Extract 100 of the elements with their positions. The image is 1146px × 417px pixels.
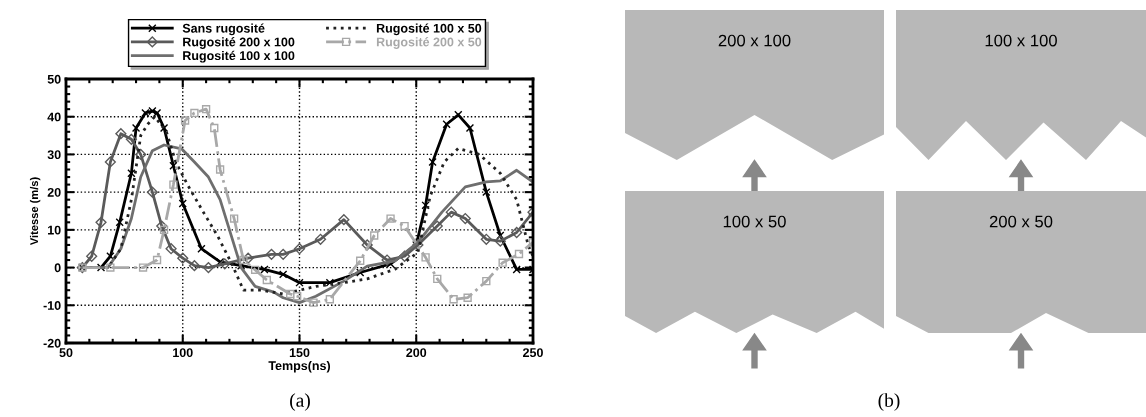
point xyxy=(278,270,288,279)
point xyxy=(314,233,327,245)
point xyxy=(219,258,231,270)
y-tick-label: 20 xyxy=(47,187,61,197)
point xyxy=(86,250,98,262)
point xyxy=(202,261,215,274)
point xyxy=(512,265,521,274)
point xyxy=(115,218,124,227)
point xyxy=(156,220,168,232)
point xyxy=(514,249,524,259)
point xyxy=(459,212,471,225)
y-tick-label: 30 xyxy=(47,150,61,160)
point xyxy=(361,239,373,251)
point xyxy=(386,214,395,223)
point xyxy=(135,148,147,161)
point xyxy=(356,256,365,265)
point xyxy=(428,157,437,167)
point xyxy=(398,250,411,262)
point xyxy=(445,206,457,218)
legend-label: Rugosité 200 x 50 xyxy=(376,37,482,49)
legend-label: Rugosité 100 x 50 xyxy=(376,23,482,36)
point xyxy=(433,274,442,284)
y-tick-label: 0 xyxy=(54,263,61,273)
point xyxy=(138,263,148,272)
text: 200 x 50 xyxy=(989,215,1053,228)
x-tick-label: 250 xyxy=(523,348,543,358)
text: (a) xyxy=(290,393,310,411)
text: (b) xyxy=(878,393,900,411)
point xyxy=(210,123,219,133)
point xyxy=(146,186,158,198)
point xyxy=(106,263,115,272)
point xyxy=(463,293,472,302)
point xyxy=(169,161,178,170)
point xyxy=(465,123,475,133)
point xyxy=(152,255,162,265)
legend-label: Sans rugosité xyxy=(182,23,265,36)
point xyxy=(239,255,248,265)
point xyxy=(96,263,106,272)
x-tick-label: 200 xyxy=(406,348,427,358)
point xyxy=(159,123,169,133)
point xyxy=(159,225,169,235)
y-tick-label: 10 xyxy=(48,225,61,235)
point xyxy=(421,253,430,262)
point xyxy=(165,243,177,255)
point xyxy=(293,243,306,255)
legend-label: Rugosité 200 x 100 xyxy=(183,37,295,49)
point xyxy=(494,235,506,247)
x-tick-label: 100 xyxy=(173,348,193,358)
point xyxy=(277,248,289,260)
point xyxy=(229,214,239,223)
point xyxy=(169,180,178,189)
x-tick-label: 150 xyxy=(289,348,310,358)
text: 100 x 100 xyxy=(985,34,1057,47)
point xyxy=(356,268,365,277)
point xyxy=(370,231,379,240)
point xyxy=(454,110,463,119)
point xyxy=(177,252,189,264)
point xyxy=(482,187,491,197)
point xyxy=(260,265,269,274)
point xyxy=(295,278,304,287)
point xyxy=(250,265,260,275)
point xyxy=(127,169,136,178)
point xyxy=(131,123,141,133)
point xyxy=(400,221,409,231)
text: 200 x 100 xyxy=(718,34,791,47)
point xyxy=(178,199,187,208)
point xyxy=(381,254,393,266)
point xyxy=(95,216,107,228)
y-tick-label: -10 xyxy=(43,301,61,310)
point xyxy=(265,248,278,260)
point xyxy=(482,276,491,286)
y-axis-title: Vitesse (m/s) xyxy=(29,177,41,246)
point xyxy=(338,214,350,226)
point xyxy=(480,233,492,245)
point xyxy=(292,292,302,301)
x-tick-label: 50 xyxy=(59,348,73,358)
y-tick-label: -20 xyxy=(43,338,61,348)
point xyxy=(511,226,523,239)
point xyxy=(115,128,127,140)
point xyxy=(188,260,201,272)
point xyxy=(325,295,335,304)
x-axis-title: Temps(ns) xyxy=(268,360,331,373)
point xyxy=(190,108,199,118)
point xyxy=(262,275,271,285)
text: 100 x 50 xyxy=(723,215,786,228)
point xyxy=(442,120,451,129)
point xyxy=(431,220,443,232)
point xyxy=(180,116,190,125)
point xyxy=(152,108,162,118)
point xyxy=(201,105,211,114)
point xyxy=(285,289,295,299)
point xyxy=(104,156,116,168)
point xyxy=(449,295,458,304)
point xyxy=(197,244,206,253)
point xyxy=(125,133,137,145)
point xyxy=(498,258,507,267)
point xyxy=(309,298,318,307)
legend-label: Rugosité 100 x 100 xyxy=(183,50,295,63)
point xyxy=(215,165,225,174)
y-tick-label: 40 xyxy=(47,112,61,122)
